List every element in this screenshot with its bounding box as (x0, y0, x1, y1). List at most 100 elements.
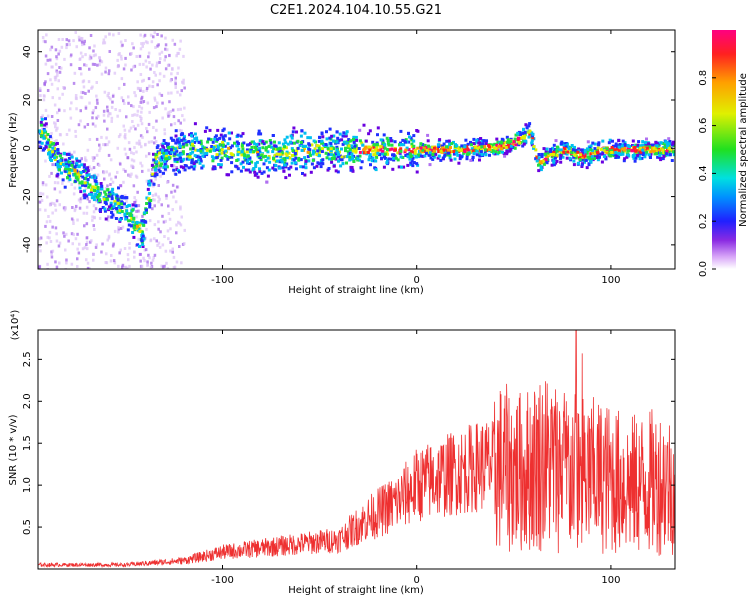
spectrum-cell (39, 134, 43, 138)
spectrum-cell (93, 44, 96, 48)
spectrum-cell (383, 146, 387, 150)
spectrum-cell (156, 83, 159, 87)
spectrum-cell (243, 156, 247, 160)
spectrum-cell (306, 136, 310, 140)
spectrum-cell (55, 128, 58, 132)
spectrum-cell (120, 77, 124, 81)
spectrum-cell (463, 147, 467, 151)
spectrum-cell (188, 155, 192, 159)
spectrum-cell (349, 139, 353, 143)
spectrum-cell (274, 144, 278, 148)
spectrum-cell (141, 245, 145, 248)
spectrum-cell (299, 165, 303, 169)
spectrum-cell (615, 149, 618, 153)
spectrum-cell (130, 172, 133, 176)
spectrum-cell (166, 267, 170, 269)
spectrum-cell (139, 88, 142, 92)
spectrum-cell (73, 150, 76, 154)
spectrum-cell (125, 115, 128, 119)
spectrum-cell (276, 159, 280, 163)
spectrum-cell (371, 149, 375, 153)
spectrum-cell (144, 59, 148, 63)
spectrum-cell (285, 156, 289, 160)
spectrum-cell (118, 210, 122, 214)
spectrum-cell (463, 145, 467, 149)
spectrum-cell (122, 67, 126, 71)
spectrum-cell (95, 182, 99, 186)
spectrum-cell (226, 142, 230, 146)
spectrum-cell (257, 132, 261, 136)
spectrum-cell (315, 164, 319, 168)
spectrum-cell (119, 227, 123, 230)
spectrum-cell (351, 168, 355, 172)
spectrum-cell (53, 187, 57, 191)
spectrum-cell (113, 229, 117, 233)
spectrum-cell (593, 142, 597, 146)
spectrum-cell (38, 208, 42, 212)
spectrum-cell (589, 152, 593, 156)
spectrum-cell (50, 132, 53, 135)
spectrum-cell (125, 199, 128, 203)
spectrum-cell (580, 165, 584, 168)
spectrum-cell (39, 191, 42, 195)
spectrum-cell (625, 155, 629, 159)
spectrum-cell (95, 98, 99, 102)
spectrum-cell (88, 200, 91, 204)
spectrum-cell (174, 141, 178, 145)
spectrum-cell (458, 157, 462, 161)
spectrum-cell (48, 236, 51, 240)
spectrum-cell (182, 166, 185, 170)
spectrum-cell (40, 127, 44, 131)
spectrum-cell (169, 240, 172, 244)
spectrum-cell (128, 203, 131, 207)
spectrum-cell (100, 184, 104, 188)
spectrum-cell (197, 158, 201, 162)
spectrum-cell (158, 245, 162, 249)
spectrum-cell (354, 135, 358, 139)
spectrum-cell (227, 131, 231, 135)
spectrum-cell (452, 152, 456, 156)
spectrum-cell (501, 150, 504, 154)
spectrum-cell (72, 39, 75, 43)
spectrum-cell (329, 144, 333, 147)
spectrum-cell (139, 119, 143, 123)
spectrum-cell (509, 147, 513, 151)
spectrum-cell (180, 215, 183, 219)
spectrum-cell (355, 138, 359, 142)
spectrum-cell (133, 196, 136, 200)
spectrum-cell (524, 123, 528, 127)
spectrum-cell (465, 147, 469, 151)
spectrum-cell (415, 170, 419, 174)
spectrum-cell (121, 263, 125, 267)
spectrum-cell (181, 114, 184, 118)
spectrum-cell (279, 158, 283, 162)
spectrum-cell (363, 146, 367, 150)
spectrum-cell (136, 123, 140, 127)
spectrum-cell (147, 77, 151, 81)
spectrum-cell (139, 259, 142, 263)
spectrum-cell (354, 150, 358, 154)
spectrum-cell (106, 184, 109, 188)
spectrum-cell (183, 118, 186, 122)
spectrum-cell (419, 154, 423, 158)
spectrum-cell (43, 134, 47, 138)
spectrum-cell (578, 153, 582, 157)
spectrum-cell (135, 55, 138, 58)
spectrum-cell (42, 94, 46, 98)
spectrum-cell (610, 148, 614, 152)
spectrum-cell (574, 149, 578, 153)
spectrum-cell (151, 162, 154, 166)
spectrum-cell (286, 142, 290, 146)
spectrum-cell (315, 144, 319, 148)
spectrum-cell (595, 156, 599, 159)
spectrum-cell (306, 150, 310, 154)
spectrum-cell (142, 223, 146, 227)
snr-frame (37, 329, 676, 570)
spectrum-cell (142, 62, 145, 66)
spectrum-cell (49, 158, 52, 162)
spectrum-cell (64, 158, 68, 162)
spectrum-cell (205, 148, 209, 152)
spectrum-cell (41, 192, 45, 196)
spectrum-cell (246, 154, 250, 158)
spectrum-cell (93, 189, 97, 192)
